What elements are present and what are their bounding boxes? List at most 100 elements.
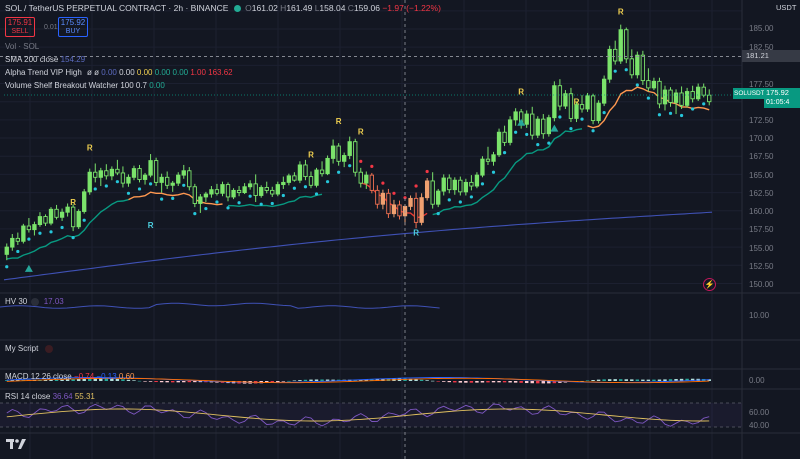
candle-body <box>424 180 430 199</box>
macd-bar <box>602 379 606 381</box>
macd-bar <box>88 378 92 381</box>
candle-body <box>707 94 712 103</box>
my-script-legend[interactable]: My Script <box>5 344 53 354</box>
stop-dot <box>469 195 473 199</box>
candle-body <box>491 154 496 162</box>
macd-bar <box>624 379 628 381</box>
hv-settings-icon[interactable] <box>31 297 40 306</box>
candle-body <box>21 225 26 242</box>
candle-body <box>391 204 397 215</box>
macd-tick: 0.00 <box>749 376 765 385</box>
ohlc-h-label: H <box>280 3 287 13</box>
candle-body <box>275 184 280 195</box>
stop-dot <box>226 206 230 210</box>
macd-bar <box>176 381 180 383</box>
signal-marker: R <box>518 87 524 96</box>
stop-dot <box>480 182 485 186</box>
macd-legend[interactable]: MACD 12 26 close −0.74 −0.13 0.60 <box>5 372 134 382</box>
macd-bar <box>65 379 70 381</box>
candle-body <box>668 89 673 103</box>
stop-dot <box>160 197 164 201</box>
alpha-label: Alpha Trend VIP High <box>5 68 82 77</box>
symbol-title[interactable]: SOL / TetherUS PERPETUAL CONTRACT · 2h ·… <box>5 3 441 13</box>
macd-value-2: −0.13 <box>96 372 117 381</box>
macd-bar <box>502 381 507 383</box>
macd-bar <box>591 380 595 381</box>
candle-body <box>336 145 341 162</box>
macd-bar <box>303 379 308 381</box>
candle-body <box>93 171 98 178</box>
volume-indicator-label[interactable]: Vol · SOL <box>5 42 40 51</box>
macd-signal-line <box>6 377 710 384</box>
sma-value: 154.29 <box>60 55 86 64</box>
macd-bar <box>641 379 645 381</box>
candle-body <box>436 190 441 205</box>
macd-bar <box>309 379 313 381</box>
candle-body <box>10 237 15 248</box>
vsbw-legend[interactable]: Volume Shelf Breakout Watcher 100 0.7 0.… <box>5 81 165 91</box>
buy-button[interactable]: 175.92 BUY <box>58 17 88 37</box>
macd-bar <box>375 378 380 381</box>
candle-body <box>15 237 20 242</box>
price-tick: 162.50 <box>749 189 774 198</box>
candle-body <box>574 104 579 119</box>
spread-value: 0.01 <box>44 24 58 31</box>
stop-dot <box>657 113 662 117</box>
signal-marker: R <box>413 228 419 237</box>
price-tick: 182.50 <box>749 43 774 52</box>
macd-bar <box>491 381 496 383</box>
candle-body <box>541 118 546 135</box>
macd-bar <box>126 379 131 381</box>
sell-price: 175.91 <box>7 18 33 27</box>
macd-bar <box>536 381 540 384</box>
candle-body <box>70 206 76 228</box>
macd-bar <box>613 379 617 381</box>
sell-button[interactable]: 175.91 SELL <box>5 17 35 37</box>
macd-bar <box>193 381 197 383</box>
stop-dot <box>491 170 496 174</box>
hv-tick: 10.00 <box>749 311 770 320</box>
rsi-legend[interactable]: RSI 14 close 36.64 55.31 <box>5 392 95 402</box>
alpha-trend-legend[interactable]: Alpha Trend VIP High ø ø 0.00 0.00 0.00 … <box>5 68 233 78</box>
candle-body <box>679 92 684 106</box>
macd-value-1: −0.74 <box>73 372 95 381</box>
candle-body <box>231 189 236 198</box>
candle-body <box>364 174 369 184</box>
macd-bar <box>657 379 662 381</box>
price-tick: 177.50 <box>749 80 774 89</box>
stop-dot <box>348 164 352 168</box>
candle-body <box>408 197 413 207</box>
alpha-phi: ø ø <box>87 68 100 77</box>
stop-dot <box>425 169 429 174</box>
candle-body <box>458 179 463 193</box>
candle-body <box>585 95 590 110</box>
stop-dot <box>646 96 650 100</box>
candle-body <box>286 175 292 183</box>
candle-body <box>192 186 197 204</box>
candle-body <box>115 168 120 174</box>
tradingview-logo[interactable] <box>6 437 26 451</box>
hv-legend[interactable]: HV 30 17.03 <box>5 297 64 307</box>
stop-dot <box>635 83 639 87</box>
macd-bar <box>281 381 286 382</box>
candle-body <box>629 58 634 76</box>
rsi-label: RSI 14 close <box>5 392 51 401</box>
lightning-icon[interactable]: ⚡ <box>703 278 716 291</box>
symbol-line[interactable]: SOL / TetherUS PERPETUAL CONTRACT · 2h ·… <box>5 3 229 13</box>
currency-button[interactable]: USDT <box>776 3 797 12</box>
candle-body <box>54 208 59 218</box>
macd-bar <box>43 379 48 381</box>
stop-dot <box>558 115 562 119</box>
script-error-icon[interactable] <box>44 344 53 353</box>
stop-dot <box>514 130 518 134</box>
alpha-value-4: 0.00 <box>154 68 171 77</box>
sma-legend[interactable]: SMA 200 close 154.29 <box>5 55 85 65</box>
stop-dot <box>458 200 462 204</box>
candle-body <box>624 29 629 60</box>
candle-body <box>502 131 507 143</box>
macd-bar <box>668 379 673 381</box>
rsi-tick: 60.00 <box>749 408 770 417</box>
candle-body <box>369 174 374 191</box>
my-script-label: My Script <box>5 344 39 353</box>
